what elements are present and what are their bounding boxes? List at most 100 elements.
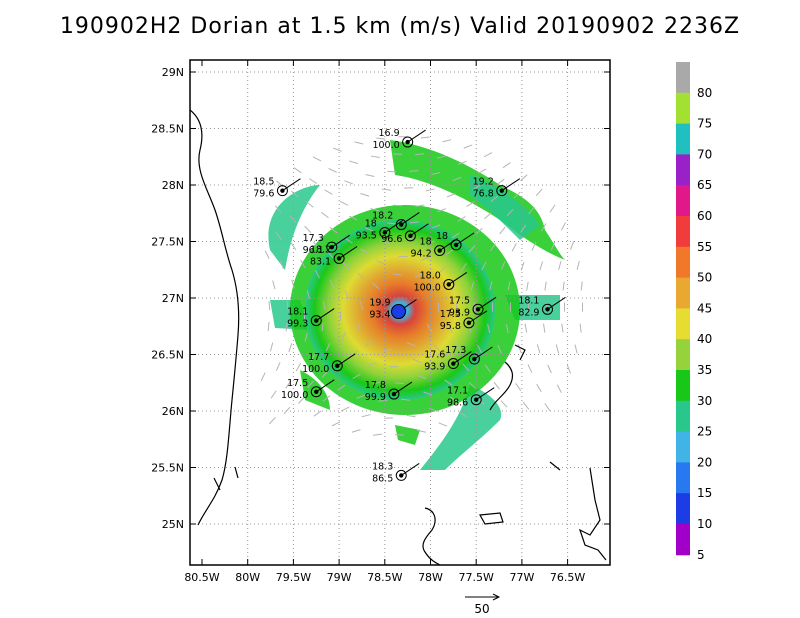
- station-speed-label: 17.3: [445, 345, 466, 356]
- wind-arrow: [487, 324, 491, 334]
- wind-arrow: [378, 399, 388, 402]
- colorbar-label: 10: [697, 517, 712, 531]
- colorbar-segment: [676, 62, 690, 94]
- station-dot: [336, 256, 342, 261]
- station-ring: [447, 358, 459, 370]
- wind-arrow: [279, 260, 285, 270]
- colorbar-label: 45: [697, 301, 712, 315]
- wind-barb: [477, 296, 497, 310]
- wind-barb: [410, 223, 429, 237]
- station-marker: 96.6: [381, 223, 429, 245]
- station-marker: 18.579.6: [253, 177, 301, 200]
- station-marker: 18.283.1: [310, 244, 358, 267]
- wind-barb: [501, 178, 521, 192]
- station-percent-label: 82.9: [518, 307, 539, 318]
- wind-arrow: [305, 201, 314, 208]
- wind-arrow: [457, 160, 467, 165]
- wind-arrow: [295, 362, 302, 372]
- station-marker: 17.198.6: [447, 386, 495, 409]
- station-dot: [408, 233, 413, 239]
- wind-arrow: [370, 155, 380, 159]
- colorbar-segment: [676, 462, 690, 494]
- wind-arrow: [484, 212, 492, 220]
- wind-arrow: [502, 162, 511, 169]
- wind-arrow: [524, 323, 528, 333]
- wind-arrow: [293, 167, 302, 174]
- station-dot: [474, 397, 479, 402]
- storm-center-marker: [391, 304, 407, 320]
- wind-arrow: [556, 384, 562, 394]
- station-ring: [326, 241, 338, 253]
- wind-barb: [331, 234, 351, 248]
- wind-arrow: [579, 323, 582, 333]
- wind-arrow: [444, 379, 453, 386]
- plot-frame: [189, 59, 611, 566]
- wind-arrow: [490, 243, 496, 252]
- station-dot: [399, 222, 404, 227]
- wind-arrow: [409, 221, 419, 224]
- wind-arrow: [333, 147, 342, 152]
- lon-tick-label: 78.5W: [367, 571, 402, 584]
- wind-arrow: [373, 433, 383, 436]
- station-percent-label: 83.1: [310, 256, 331, 267]
- wind-arrow: [361, 414, 371, 418]
- wind-barb: [474, 346, 493, 360]
- wind-barb: [315, 379, 335, 393]
- reference-vector: 50: [465, 593, 501, 616]
- wind-arrow: [527, 364, 533, 373]
- wind-arrow: [484, 364, 491, 373]
- lat-tick-label: 25N: [162, 518, 184, 531]
- station-percent-label: 96.1: [303, 245, 324, 256]
- longitude-axis: 80.5W 80W 79.5W 79W 78.5W 78W 77.5W 77W 76.5W: [184, 60, 585, 584]
- wind-arrow: [531, 242, 537, 251]
- wind-arrow: [472, 184, 481, 191]
- station-dot: [446, 282, 451, 287]
- colorbar-label: 15: [697, 486, 712, 500]
- latitude-axis: 29N 28.5N 28N 27.5N 27N 26.5N 26N 25.5N 25N: [151, 66, 610, 531]
- station-speed-label: 17.5: [449, 295, 470, 306]
- wind-arrow: [352, 373, 361, 380]
- wind-arrow: [285, 380, 292, 389]
- wind-arrow: [566, 364, 572, 374]
- station-percent-label: 86.5: [372, 473, 393, 484]
- wind-arrow: [536, 344, 541, 354]
- wind-arrow: [438, 422, 448, 427]
- wind-arrow: [416, 429, 427, 433]
- station-marker: 17.396.1: [303, 233, 351, 256]
- station-marker: 17.595.8: [440, 309, 488, 332]
- station-percent-label: 100.0: [372, 140, 399, 151]
- wind-arrow: [365, 173, 375, 177]
- lon-tick-label: 80.5W: [184, 571, 219, 584]
- wind-barb: [439, 238, 458, 251]
- colorbar-label: 80: [697, 86, 712, 100]
- station-marker: 17.593.9: [449, 295, 497, 318]
- wind-arrow: [289, 215, 297, 223]
- wind-arrow: [437, 208, 447, 213]
- wind-arrow: [283, 406, 291, 415]
- wind-arrow: [344, 290, 349, 299]
- station-dot: [499, 188, 504, 193]
- wind-arrow: [304, 225, 312, 233]
- wind-arrow: [520, 261, 525, 271]
- wind-arrow: [406, 414, 416, 418]
- wind-arrow: [432, 343, 440, 351]
- wind-arrow: [478, 168, 487, 174]
- wind-arrow: [500, 400, 508, 408]
- wind-barb: [448, 272, 468, 285]
- station-percent-label: 79.6: [253, 189, 274, 200]
- station-speed-label: 18: [436, 231, 448, 242]
- wind-barb: [315, 308, 335, 322]
- wind-arrow: [500, 261, 506, 270]
- wind-arrow: [468, 245, 476, 253]
- wind-barb: [475, 387, 495, 401]
- wind-arrow: [359, 300, 364, 310]
- wind-arrow: [496, 178, 505, 186]
- station-speed-label: 18.3: [372, 461, 393, 472]
- wind-arrow: [324, 189, 333, 195]
- wind-arrow: [457, 216, 466, 222]
- wind-arrow: [313, 410, 322, 417]
- wind-arrow: [431, 283, 438, 292]
- wind-arrow: [414, 272, 424, 278]
- wind-arrow: [339, 200, 349, 206]
